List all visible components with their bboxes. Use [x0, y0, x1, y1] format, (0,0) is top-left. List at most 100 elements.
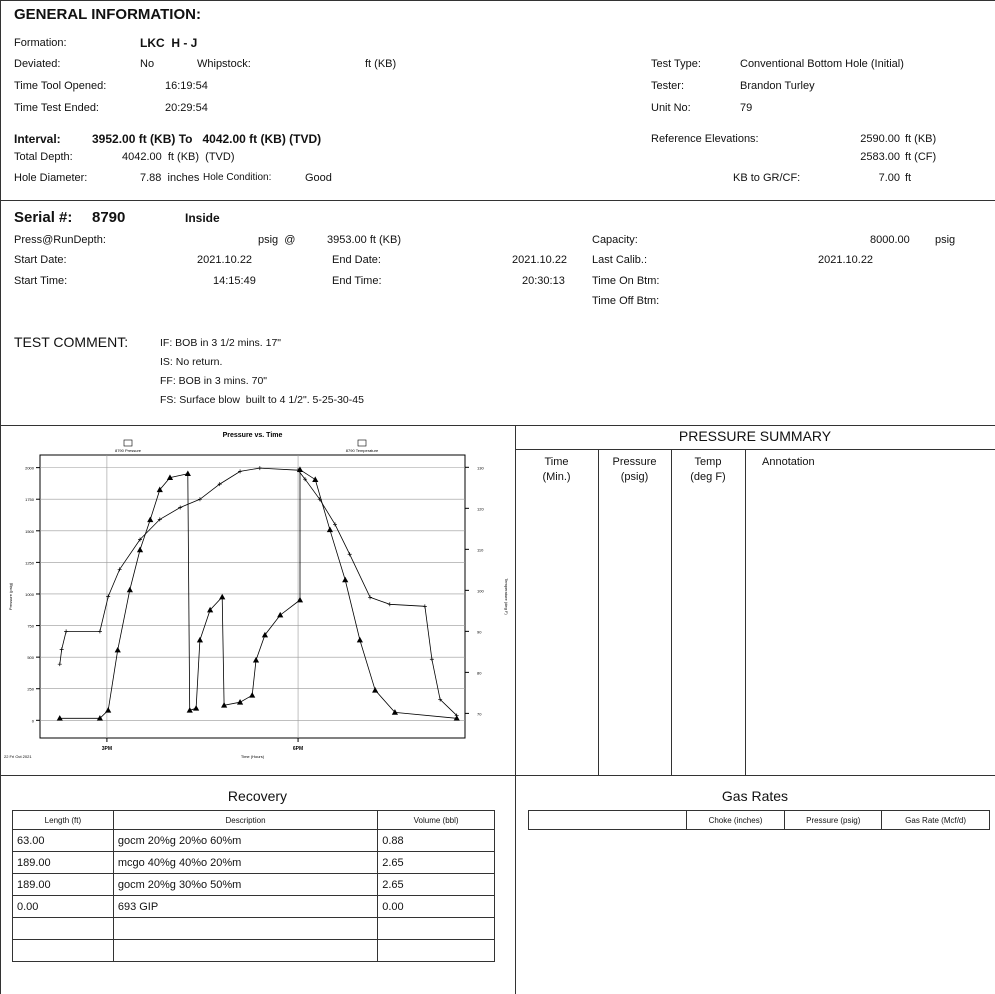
y-tick-label: 500: [27, 655, 34, 660]
section-title: PRESSURE SUMMARY: [678, 428, 832, 444]
column-header: Pressure: [612, 456, 657, 468]
data-point: [429, 657, 434, 662]
cell: [377, 939, 495, 962]
divider: [671, 449, 672, 775]
label: Interval:: [14, 132, 61, 146]
comment-line: IS: No return.: [160, 356, 223, 368]
label: Serial #:: [14, 209, 73, 226]
label: Start Date:: [14, 254, 67, 266]
data-point: [368, 595, 373, 600]
column-header: Choke (inches): [685, 810, 786, 830]
value: No: [140, 58, 155, 70]
data-point: [96, 715, 103, 721]
y2-tick-label: 120: [477, 506, 484, 511]
row: 189.00 mcgo 40%g 40%o 20%m 2.65: [12, 851, 495, 874]
label: TEST COMMENT:: [14, 334, 129, 350]
data-point: [296, 596, 304, 603]
cell: [528, 810, 687, 830]
data-point: [219, 593, 226, 600]
data-point: [326, 526, 334, 533]
section-title: Recovery: [227, 788, 288, 804]
label: Hole Diameter:: [14, 172, 88, 184]
data-point: [197, 497, 202, 502]
column-header: Description: [112, 810, 379, 830]
value: 4042.00 ft (KB) (TVD): [122, 151, 235, 163]
value: 8000.00: [870, 234, 910, 246]
y-tick-label: 1000: [25, 592, 35, 597]
data-point: [372, 687, 379, 693]
legend-label: 8790 Temperature: [346, 448, 379, 453]
y2-tick-label: 130: [477, 465, 484, 470]
y-axis-label: Pressure (psig): [8, 582, 13, 610]
y2-tick-label: 70: [477, 711, 482, 716]
column-header: (psig): [620, 471, 649, 483]
data-point: [422, 604, 427, 609]
y-tick-label: 750: [27, 624, 34, 629]
divider: [515, 449, 995, 450]
row: [12, 917, 495, 940]
unit: ft: [905, 172, 912, 184]
label: Reference Elevations:: [651, 133, 759, 145]
series-line: [59, 467, 457, 716]
data-point: [454, 713, 459, 718]
legend-box: [123, 439, 133, 447]
section-title: GENERAL INFORMATION:: [14, 6, 201, 23]
cell: 693 GIP: [112, 895, 379, 918]
data-point: [136, 546, 144, 553]
value: LKC H - J: [140, 36, 198, 50]
data-point: [342, 576, 349, 583]
value: 3953.00 ft (KB): [327, 234, 401, 246]
row: 63.00 gocm 20%g 20%o 60%m 0.88: [12, 829, 495, 852]
value: 16:19:54: [165, 80, 208, 92]
value: 79: [740, 102, 753, 114]
value: 7.88 inches: [140, 172, 200, 184]
divider: [745, 449, 746, 775]
divider: [0, 200, 995, 201]
value: ft (KB): [365, 58, 397, 70]
cell: [12, 917, 114, 940]
unit: psig @: [258, 234, 296, 246]
label: Total Depth:: [14, 151, 73, 163]
cell: 63.00: [12, 829, 114, 852]
label: Time Off Btm:: [592, 295, 660, 307]
data-point: [217, 482, 222, 487]
row: [12, 939, 495, 962]
header-row: Length (ft) Description Volume (bbl): [12, 810, 495, 830]
data-point: [166, 474, 174, 480]
label: Whipstock:: [197, 58, 251, 70]
value: 14:15:49: [213, 275, 256, 287]
cell: 0.88: [377, 829, 495, 852]
date-label: 22 Fri Oct 2021: [4, 754, 32, 759]
data-point: [438, 697, 443, 702]
unit: psig: [935, 234, 956, 246]
y-tick-label: 1750: [25, 497, 35, 502]
data-point: [117, 567, 122, 572]
label: Test Type:: [651, 58, 701, 70]
y2-tick-label: 110: [477, 547, 484, 552]
value: 2021.10.22: [197, 254, 253, 266]
cell: gocm 20%g 20%o 60%m: [112, 829, 379, 852]
data-point: [56, 715, 63, 721]
cell: gocm 20%g 30%o 50%m: [112, 873, 379, 896]
y-tick-label: 1500: [25, 529, 35, 534]
value: Good: [305, 172, 332, 184]
divider: [0, 775, 995, 776]
cell: 2.65: [377, 851, 495, 874]
column-header: Gas Rate (Mcf/d): [881, 810, 990, 830]
cell: [12, 939, 114, 962]
cell: 189.00: [12, 873, 114, 896]
chart-title: Pressure vs. Time: [223, 432, 283, 439]
row: 189.00 gocm 20%g 30%o 50%m 2.65: [12, 873, 495, 896]
label: Last Calib.:: [592, 254, 648, 266]
data-point: [221, 702, 228, 708]
y-tick-label: 2000: [25, 466, 35, 471]
value: 20:29:54: [165, 102, 208, 114]
divider: [515, 425, 516, 994]
data-point: [387, 602, 392, 607]
value: Conventional Bottom Hole (Initial): [740, 58, 904, 70]
data-point: [105, 707, 112, 713]
value: 8790: [92, 209, 126, 226]
unit: ft (CF): [905, 151, 937, 163]
label: Unit No:: [651, 102, 691, 114]
